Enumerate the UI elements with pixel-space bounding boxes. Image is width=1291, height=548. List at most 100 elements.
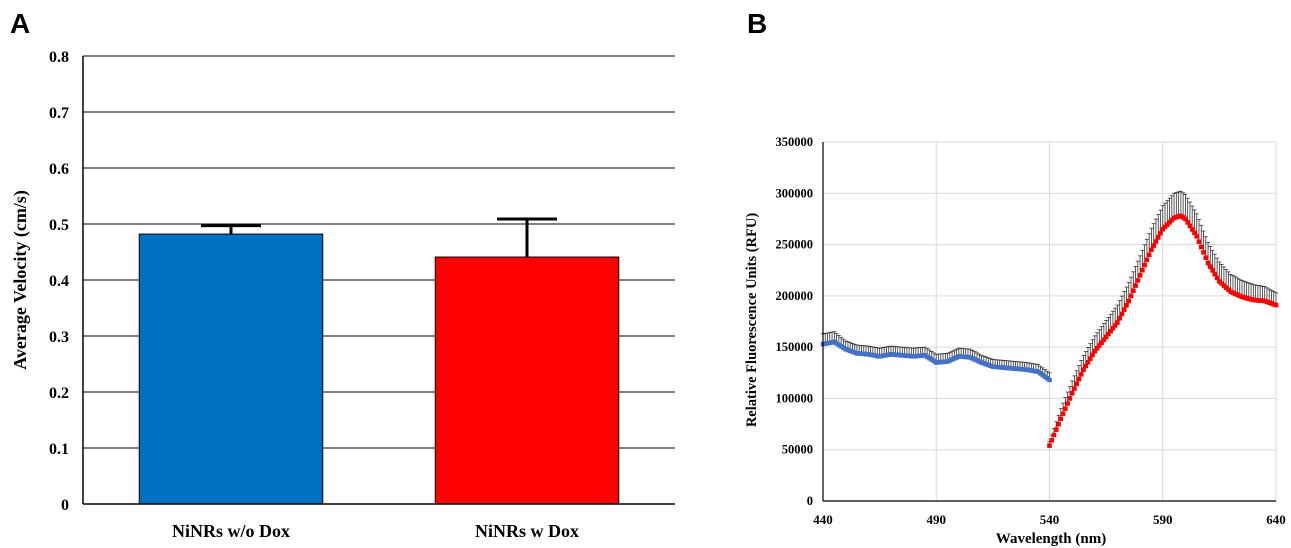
y-tick-label: 0.4 [49,273,69,290]
data-point [906,353,912,359]
data-point [1246,296,1252,302]
data-point [1078,372,1084,377]
y-tick-label: 150000 [776,340,814,354]
data-point [854,350,860,356]
data-point [1214,275,1220,281]
data-point [1097,343,1102,348]
data-point [920,353,925,358]
data-point [1187,223,1193,229]
y-tick-label: 0.3 [49,329,69,346]
y-tick-label: 0.6 [49,161,69,178]
data-point [965,354,971,360]
data-point [1221,283,1227,288]
data-point [1205,260,1211,266]
data-point [1133,283,1138,288]
data-point [1260,298,1265,304]
axes [822,142,1276,502]
data-point [1144,257,1150,263]
data-point [1090,352,1095,358]
data-point [927,355,932,361]
data-point [1069,391,1075,396]
x-category-label: NiNRs w Dox [475,521,579,541]
data-point [1208,264,1213,270]
data-point [909,353,914,359]
data-point [856,351,862,356]
data-point [834,341,839,346]
data-point [1151,243,1156,248]
error-bars [821,190,1278,446]
data-point [1013,366,1018,371]
data-point [929,357,935,362]
data-point [1026,367,1032,373]
data-point [1269,301,1274,306]
data-point [967,355,973,360]
panel-b-label: B [747,8,768,39]
data-point [1124,302,1129,308]
data-point [1237,293,1243,299]
data-point [952,356,957,361]
data-point [938,359,944,365]
y-tick-label: 250000 [776,238,814,252]
data-point [986,362,991,368]
data-point [915,353,921,359]
y-tick-label: 0.7 [49,105,69,122]
data-point [895,352,901,358]
data-point [1058,416,1064,422]
data-point [1033,369,1039,374]
data-point [1117,315,1123,321]
data-point [1135,278,1141,283]
x-category-label: NiNRs w/o Dox [172,521,290,541]
data-point [1192,230,1197,236]
data-points [820,213,1279,448]
bar-chart-velocity: 00.10.20.30.40.50.60.70.8 NiNRs w/o Dox N… [10,49,675,541]
data-point [1264,299,1270,305]
data-point [1047,443,1052,448]
data-point [1142,262,1147,268]
data-point [1128,293,1134,299]
data-point [820,341,826,347]
data-point [1169,217,1175,223]
data-point [1239,294,1245,300]
data-point [1056,421,1061,427]
data-point [893,352,898,358]
data-point [1110,325,1116,331]
data-point [949,357,955,362]
data-point [992,364,998,370]
data-point [1024,367,1030,373]
data-point [990,364,996,369]
data-point [832,339,837,345]
data-point [918,353,923,359]
data-point [1160,226,1166,232]
data-point [1101,337,1107,343]
data-point [1006,365,1012,371]
data-point [1094,346,1100,351]
data-point [1244,295,1249,301]
data-point [1022,367,1027,372]
data-point [861,351,867,357]
data-point [1212,271,1218,277]
data-point [884,352,889,358]
data-point [972,357,978,362]
data-point [1178,213,1184,219]
data-point [1008,365,1014,371]
x-tick-label: 540 [1040,512,1060,527]
data-point [976,359,982,364]
x-tick-label: 490 [927,512,947,527]
data-point [1167,220,1172,225]
data-point [870,352,876,358]
data-point [1051,432,1057,438]
data-point [1074,381,1079,387]
y-axis-label: Relative Fluorescence Units (RFU) [744,213,760,428]
data-point [825,340,830,346]
x-tick-label: 640 [1266,512,1286,527]
data-point [995,364,1000,370]
data-point [886,352,891,358]
data-point [1092,348,1098,354]
data-point [1047,377,1052,383]
data-point [931,358,937,364]
data-point [1121,307,1127,312]
data-point [1226,287,1231,293]
data-point [1038,371,1043,376]
data-point [1219,281,1224,286]
data-point [1158,230,1163,236]
